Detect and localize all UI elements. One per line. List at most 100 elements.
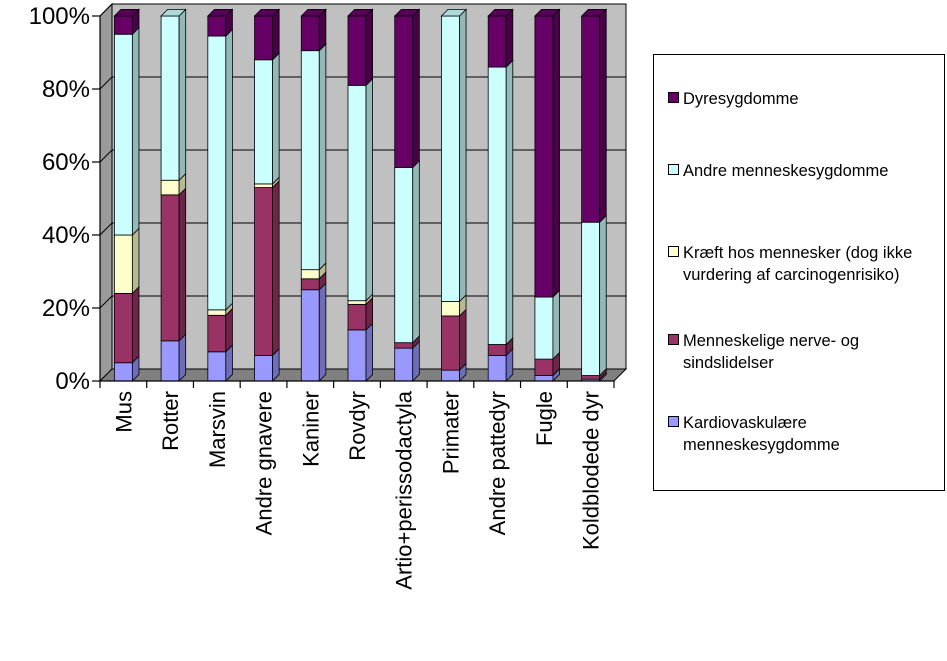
bar-segment bbox=[581, 15, 601, 223]
bar-top bbox=[206, 8, 234, 17]
bar-segment-side bbox=[178, 8, 187, 182]
bar-segment bbox=[441, 301, 460, 317]
legend: Dyresygdomme Andre menneskesygdomme Kræf… bbox=[653, 54, 945, 491]
bar-segment bbox=[534, 296, 554, 360]
legend-swatch bbox=[668, 246, 679, 257]
bar-segment-side bbox=[552, 8, 560, 299]
bar-segment-side bbox=[318, 43, 327, 271]
bar-segment-side bbox=[178, 333, 187, 382]
bar-segment-side bbox=[225, 28, 233, 311]
bar-segment bbox=[254, 183, 273, 188]
category-label: Mus bbox=[111, 391, 136, 433]
legend-label: Kræft hos mennesker (dog ikke vurdering … bbox=[683, 244, 913, 284]
bar-segment bbox=[254, 187, 273, 356]
bar-segment bbox=[394, 15, 414, 168]
category-label: Primater bbox=[438, 391, 463, 474]
legend-item-dyresygdomme: Dyresygdomme bbox=[668, 88, 940, 110]
bar-top bbox=[533, 8, 561, 17]
bar-segment bbox=[441, 369, 460, 382]
bar-top bbox=[113, 8, 140, 17]
bar-segment bbox=[487, 66, 507, 345]
bar-segment-side bbox=[599, 214, 607, 377]
category-label: Kaniner bbox=[298, 391, 323, 467]
bar-top bbox=[580, 8, 608, 17]
bar-top bbox=[253, 8, 281, 17]
bar-segment bbox=[394, 167, 414, 344]
bar-segment-side bbox=[459, 8, 467, 303]
bar-segment bbox=[207, 35, 227, 311]
bar-top bbox=[440, 8, 468, 17]
category-label: Marsvin bbox=[205, 391, 230, 468]
bar-segment-side bbox=[365, 322, 374, 382]
legend-label: Kardiovaskulære menneskesygdomme bbox=[683, 414, 840, 454]
bar-segment-side bbox=[131, 26, 140, 236]
bar-segment bbox=[254, 59, 273, 185]
legend-swatch bbox=[668, 164, 679, 175]
bar-segment bbox=[113, 33, 133, 236]
bar-segment-side bbox=[552, 289, 560, 361]
bar-segment bbox=[113, 292, 133, 364]
bar-segment-side bbox=[412, 8, 420, 169]
bar-segment bbox=[347, 15, 367, 86]
bar-segment-side bbox=[365, 8, 374, 87]
category-label: Artio+perissodactyla bbox=[392, 390, 417, 589]
bar-segment bbox=[300, 15, 320, 52]
bar-top bbox=[300, 8, 327, 17]
y-tick-label: 60% bbox=[42, 149, 90, 176]
bar-segment bbox=[487, 355, 507, 382]
bar-segment-side bbox=[318, 282, 327, 382]
bar-segment-side bbox=[131, 227, 140, 295]
bar-segment-side bbox=[505, 59, 514, 346]
bar-segment bbox=[207, 15, 227, 37]
legend-label: Andre menneskesygdomme bbox=[683, 162, 889, 180]
bar-segment bbox=[113, 362, 133, 382]
bar-segment bbox=[487, 15, 507, 68]
bar-segment-side bbox=[272, 52, 280, 185]
bar-segment bbox=[113, 15, 133, 35]
bar-segment bbox=[207, 309, 227, 316]
side-wall bbox=[99, 2, 113, 383]
bar-segment bbox=[207, 314, 227, 353]
category-label: Andre gnavere bbox=[252, 391, 277, 535]
legend-item-kardiovaskulaere: Kardiovaskulære menneskesygdomme bbox=[668, 412, 940, 456]
bar-segment bbox=[300, 50, 320, 271]
category-label: Koldblodede dyr bbox=[579, 391, 604, 550]
legend-swatch bbox=[668, 334, 679, 345]
bar-segment bbox=[581, 221, 601, 376]
bar-segment-side bbox=[178, 187, 187, 342]
bar-segment bbox=[441, 315, 460, 371]
bar-segment bbox=[394, 342, 414, 349]
bar-segment bbox=[534, 375, 554, 382]
legend-swatch bbox=[668, 92, 679, 103]
bar-segment-side bbox=[459, 308, 467, 372]
y-tick-label: 20% bbox=[42, 295, 90, 322]
legend-label: Dyresygdomme bbox=[683, 90, 799, 108]
bar-segment bbox=[347, 300, 367, 305]
bar-top bbox=[347, 8, 374, 17]
bar-segment bbox=[113, 234, 133, 294]
bar-segment bbox=[347, 84, 367, 302]
bar-segment-side bbox=[272, 8, 280, 61]
bar-segment-side bbox=[131, 285, 140, 364]
legend-label: Menneskelige nerve- og sindslidelser bbox=[683, 332, 860, 372]
y-tick-label: 100% bbox=[29, 3, 90, 30]
category-label: Fugle bbox=[532, 391, 557, 446]
bar-segment bbox=[160, 179, 180, 196]
bar-segment bbox=[160, 15, 180, 181]
bar-segment bbox=[534, 358, 554, 376]
bar-segment-side bbox=[412, 159, 420, 344]
bar-segment bbox=[534, 15, 554, 298]
bar-segment bbox=[347, 329, 367, 382]
y-tick-label: 80% bbox=[42, 76, 90, 103]
category-label: Rovdyr bbox=[345, 391, 370, 461]
bar-segment bbox=[441, 15, 460, 302]
bar-segment bbox=[487, 344, 507, 356]
bar-segment-side bbox=[599, 8, 607, 224]
bar-segment bbox=[347, 303, 367, 331]
bars bbox=[113, 8, 608, 382]
legend-swatch bbox=[668, 416, 679, 427]
axes bbox=[92, 15, 615, 388]
bar-segment bbox=[160, 340, 180, 382]
bar-segment bbox=[394, 347, 414, 382]
